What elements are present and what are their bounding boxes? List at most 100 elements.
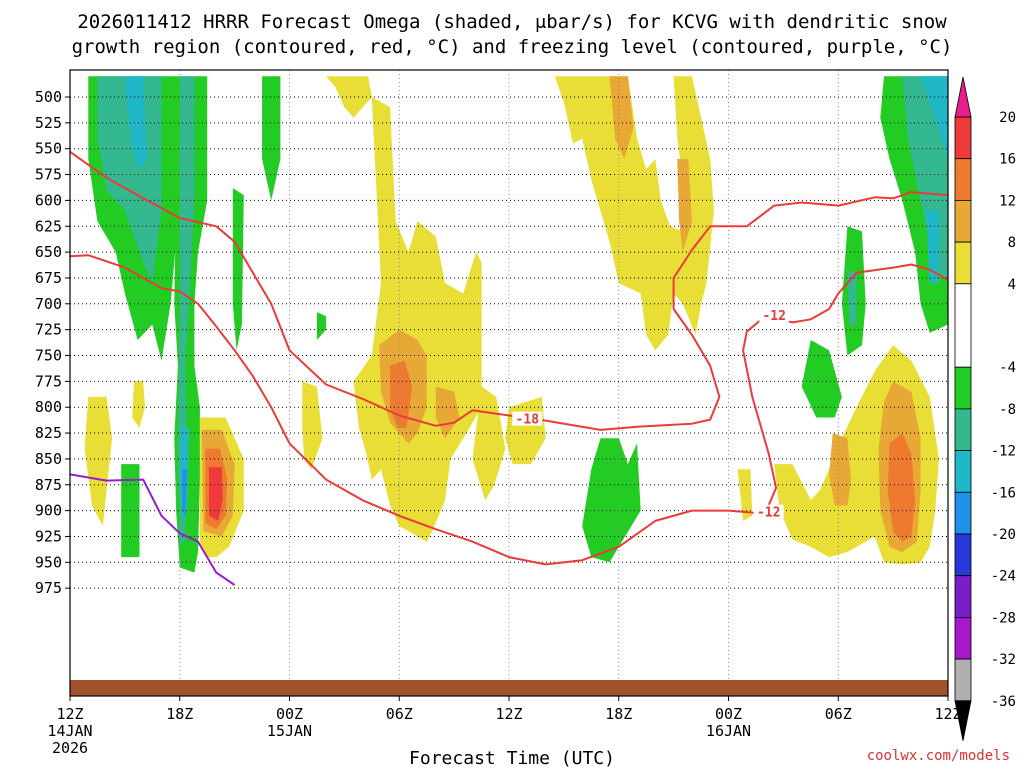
- y-tick-label: 950: [35, 553, 62, 571]
- y-tick-label: 725: [35, 321, 62, 339]
- omega-region: [847, 270, 857, 325]
- contour-label-bg: [759, 308, 790, 323]
- colorbar-label: 16: [999, 152, 1016, 168]
- contour-label: -12: [762, 309, 785, 324]
- omega-region: [316, 312, 327, 340]
- contour-label-bg: [753, 504, 784, 519]
- omega-region: [829, 433, 852, 506]
- colorbar-label: -12: [991, 444, 1016, 460]
- ground-terrain: [70, 680, 948, 696]
- y-tick-label: 775: [35, 372, 62, 390]
- x-axis-label: Forecast Time (UTC): [409, 748, 615, 768]
- colorbar-band: [954, 575, 972, 618]
- y-tick-label: 575: [35, 166, 62, 184]
- colorbar-label: -24: [991, 569, 1016, 585]
- omega-region: [353, 97, 482, 542]
- x-tick-label: 18Z: [166, 705, 193, 723]
- x-tick-label: 00Z: [715, 705, 742, 723]
- colorbar-label: -28: [991, 610, 1016, 626]
- omega-region: [677, 159, 692, 253]
- x-tick-date-label: 15JAN: [267, 722, 312, 740]
- x-tick-label: 18Z: [605, 705, 632, 723]
- x-tick-label: 06Z: [825, 705, 852, 723]
- contour-label-bg: [512, 411, 543, 426]
- omega-region: [132, 381, 145, 428]
- y-tick-label: 875: [35, 476, 62, 494]
- colorbar-label: -4: [999, 360, 1016, 376]
- freezing-level-line: [69, 473, 236, 586]
- omega-region: [582, 438, 641, 563]
- red-isotherm-line: [69, 254, 949, 566]
- y-tick-label: 675: [35, 269, 62, 287]
- y-tick-label: 550: [35, 140, 62, 158]
- y-tick-label: 600: [35, 191, 62, 209]
- y-tick-label: 825: [35, 424, 62, 442]
- x-tick-date-label: 16JAN: [706, 722, 751, 740]
- y-tick-label: 800: [35, 398, 62, 416]
- y-tick-label: 850: [35, 450, 62, 468]
- omega-region: [390, 360, 413, 428]
- colorbar-label: 20: [999, 110, 1016, 126]
- omega-region: [609, 76, 634, 159]
- y-tick-label: 900: [35, 502, 62, 520]
- colorbar-band: [954, 116, 972, 160]
- y-tick-label: 625: [35, 217, 62, 235]
- omega-region: [887, 433, 916, 542]
- omega-region: [505, 396, 546, 465]
- omega-region: [262, 76, 281, 201]
- colorbar-label: 8: [1008, 235, 1016, 251]
- x-tick-year-label: 2026: [52, 739, 88, 757]
- y-tick-label: 500: [35, 88, 62, 106]
- colorbar-band: [954, 241, 972, 285]
- y-tick-label: 525: [35, 114, 62, 132]
- colorbar-band: [954, 158, 972, 201]
- colorbar-label: 4: [1008, 277, 1016, 293]
- y-axis-ticks: 500 525 550 575 600 625 650 675 700 725 750 775 800 8…: [35, 88, 70, 597]
- x-tick-label: 00Z: [276, 705, 303, 723]
- colorbar-band: [954, 199, 972, 243]
- contour-label: -12: [757, 506, 780, 521]
- omega-region: [920, 76, 948, 159]
- contour-labels: -18 -12 -12: [512, 308, 790, 521]
- omega-region: [302, 381, 323, 470]
- x-tick-label: 12Z: [495, 705, 522, 723]
- colorbar-band: [954, 366, 972, 410]
- chart-title-line-1: 2026011412 HRRR Forecast Omega (shaded, …: [77, 11, 947, 33]
- colorbar-label: -20: [991, 527, 1016, 543]
- x-tick-date-label: 14JAN: [47, 722, 92, 740]
- omega-region: [84, 396, 113, 527]
- omega-region: [182, 469, 188, 516]
- omega-region: [124, 76, 147, 170]
- omega-region: [232, 188, 244, 351]
- colorbar: 20 16 12 8 4 -4 -8 -12 -16 -20 -24 -28 -32 -36: [954, 76, 1016, 741]
- colorbar-label: -36: [991, 694, 1016, 710]
- chart-title-line-2: growth region (contoured, red, °C) and f…: [72, 36, 953, 58]
- x-tick-label: 12Z: [934, 705, 961, 723]
- colorbar-band: [954, 491, 972, 535]
- colorbar-band: [954, 408, 972, 451]
- dendritic-growth-isotherms: [69, 150, 949, 566]
- colorbar-label: -16: [991, 485, 1016, 501]
- colorbar-label: -8: [999, 402, 1016, 418]
- gridlines: [69, 70, 949, 696]
- red-isotherm-line: [69, 150, 949, 431]
- omega-region: [472, 386, 506, 501]
- omega-shaded-regions: [84, 76, 948, 573]
- colorbar-band: [954, 283, 972, 368]
- y-tick-label: 975: [35, 579, 62, 597]
- freezing-level-contour: [69, 473, 236, 586]
- omega-region: [209, 467, 223, 521]
- omega-region: [97, 76, 162, 284]
- colorbar-label: 12: [999, 193, 1016, 209]
- colorbar-band: [954, 617, 972, 660]
- colorbar-band: [954, 533, 972, 577]
- colorbar-label: -32: [991, 652, 1016, 668]
- y-tick-label: 700: [35, 295, 62, 313]
- y-tick-label: 925: [35, 527, 62, 545]
- credit-link[interactable]: coolwx.com/models: [867, 748, 1010, 764]
- colorbar-under-triangle: [954, 700, 972, 741]
- colorbar-band: [954, 450, 972, 493]
- contour-label: -18: [516, 413, 540, 428]
